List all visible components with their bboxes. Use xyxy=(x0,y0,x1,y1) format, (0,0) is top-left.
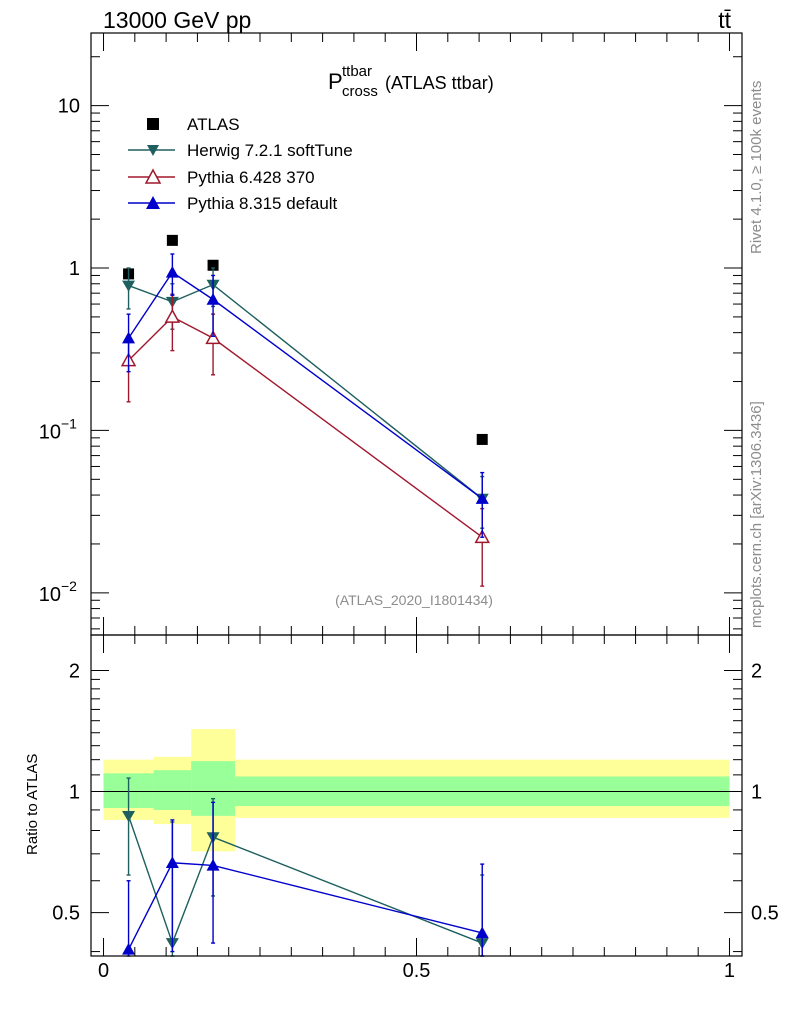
legend-label-pythia8: Pythia 8.315 default xyxy=(187,194,338,213)
title-rest: (ATLAS ttbar) xyxy=(385,73,494,93)
main-series-0-point xyxy=(166,234,178,246)
main-y-tick-label: 10 xyxy=(39,421,61,443)
ratio-series-1-point xyxy=(165,856,179,868)
ratio-series-1-point xyxy=(206,858,220,871)
title-subscript: cross xyxy=(342,83,378,100)
ratio-x-tick-label: 1 xyxy=(724,960,735,982)
ratio-series-1-line xyxy=(127,862,483,950)
plot-title: P ttbar cross (ATLAS ttbar) xyxy=(328,63,494,100)
legend-label-atlas: ATLAS xyxy=(187,115,240,134)
legend: ATLAS Herwig 7.2.1 softTune Pythia 6.428… xyxy=(128,115,353,213)
ratio-x-tick-label: 0.5 xyxy=(403,960,431,982)
main-series-1-point xyxy=(122,280,136,292)
main-series-2-point xyxy=(205,330,221,345)
ratio-y-axis: 2 2 1 1 0.5 0.5 xyxy=(52,660,779,953)
ratio-band-green xyxy=(153,770,192,810)
main-series-3-point xyxy=(165,265,179,278)
main-y-tick-exponent: −2 xyxy=(61,578,77,594)
ratio-series-1-point xyxy=(475,926,489,939)
main-series-1-line xyxy=(128,283,483,500)
legend-marker-atlas xyxy=(147,118,159,130)
ratio-y-tick-label: 0.5 xyxy=(52,903,80,925)
ratio-y-tick-label-right: 2 xyxy=(751,660,762,682)
legend-marker-pythia8 xyxy=(146,196,160,209)
main-y-tick-label: 10 xyxy=(39,584,61,606)
ratio-y-tick-label: 2 xyxy=(69,660,80,682)
rivet-label: Rivet 4.1.0, ≥ 100k events xyxy=(748,81,765,254)
energy-label: 13000 GeV pp xyxy=(103,7,251,33)
main-y-tick-label: 10 xyxy=(58,96,80,118)
ratio-series-0-line xyxy=(127,815,483,946)
ratio-x-axis: 0 0.5 1 xyxy=(98,635,735,982)
main-series-0-point xyxy=(476,433,488,445)
main-series-0-point xyxy=(207,259,219,271)
source-label: mcplots.cern.ch [arXiv:1306.3436] xyxy=(748,401,765,628)
main-y-tick-exponent: −1 xyxy=(61,415,77,431)
ratio-y-tick-label-right: 1 xyxy=(751,782,762,804)
ratio-x-tick-label: 0 xyxy=(98,960,109,982)
main-y-tick-label: 1 xyxy=(69,258,80,280)
title-superscript: ttbar xyxy=(342,63,372,80)
legend-marker-herwig xyxy=(147,145,159,156)
title-main: P xyxy=(328,69,343,94)
main-series-layer xyxy=(120,234,491,587)
process-label: tt̄ xyxy=(718,7,731,33)
main-x-axis-ticks xyxy=(103,33,730,635)
legend-marker-pythia6 xyxy=(144,168,162,184)
ratio-y-tick-label: 1 xyxy=(69,782,80,804)
main-series-3-point xyxy=(475,492,489,504)
ratio-y-label: Ratio to ATLAS xyxy=(24,754,41,855)
legend-label-herwig: Herwig 7.2.1 softTune xyxy=(187,141,353,160)
ratio-series-0-point xyxy=(122,810,136,823)
main-series-2-point xyxy=(164,308,181,323)
main-series-3-point xyxy=(206,293,220,305)
main-series-2-line xyxy=(128,316,483,538)
ratio-uncertainty-bands xyxy=(103,729,730,852)
main-series-3-point xyxy=(122,331,136,344)
ratio-series-1-point xyxy=(122,942,136,955)
analysis-watermark: (ATLAS_2020_I1801434) xyxy=(335,592,493,608)
main-series-3-line xyxy=(127,271,483,500)
legend-label-pythia6: Pythia 6.428 370 xyxy=(187,168,315,187)
ratio-y-tick-label-right: 0.5 xyxy=(751,903,779,925)
